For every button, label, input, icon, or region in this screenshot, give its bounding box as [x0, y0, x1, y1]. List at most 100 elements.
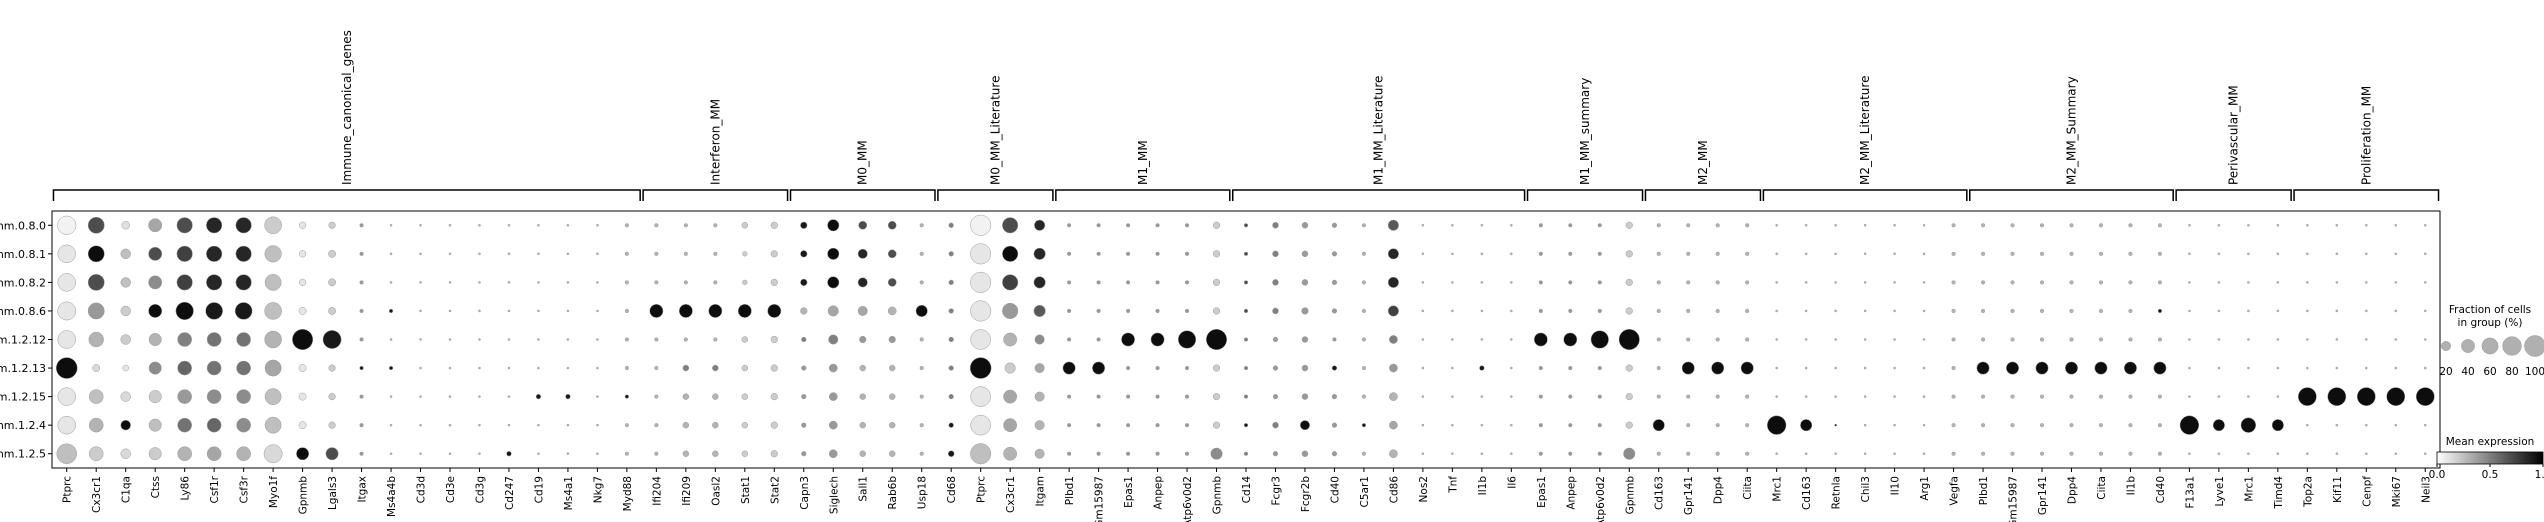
dot-Imm.0.8.6-Oasl2: [708, 304, 723, 318]
dot-Imm.0.8.2-Il1b: [2128, 280, 2133, 285]
dot-Imm.0.8.2-Fcgr2b: [1301, 279, 1309, 286]
dot-Imm.1.2.15-C5ar1: [1361, 394, 1366, 399]
column-label: Ciita: [1742, 476, 1754, 500]
dot-Imm.1.2.5-Il1b: [2128, 451, 2133, 456]
dot-Imm.1.2.12-Nkg7: [596, 338, 599, 341]
dot-Imm.0.8.0-Cd40: [2157, 223, 2162, 228]
dot-Imm.0.8.6-Cd86: [1387, 305, 1399, 317]
dot-Imm.0.8.6-Kif11: [2335, 309, 2339, 313]
dot-Imm.1.2.15-C1qa: [120, 391, 131, 402]
dot-Imm.1.2.5-Cd163: [1656, 451, 1661, 456]
dot-Imm.1.2.4-Oasl2: [712, 421, 719, 429]
dot-Imm.0.8.1-Cx3cr1: [1002, 245, 1019, 262]
dot-Imm.0.8.6-Stat1: [737, 304, 752, 318]
column-label: Neil3: [2420, 476, 2432, 503]
column-label: Stat2: [769, 476, 781, 504]
dot-Imm.0.8.0-Gpnmb: [299, 221, 307, 229]
dot-Imm.1.2.13-Nos2: [1421, 366, 1425, 370]
dot-Imm.0.8.6-Myd88: [624, 308, 629, 314]
dot-Imm.1.2.13-Cd163: [1804, 366, 1808, 370]
column-label: C1qa: [121, 476, 133, 503]
dot-Imm.0.8.2-Chil3: [1863, 281, 1867, 284]
dot-Imm.1.2.5-Ptprc: [970, 443, 992, 465]
dot-Imm.0.8.2-Anpep: [1155, 280, 1160, 285]
dot-Imm.1.2.4-Csf1r: [206, 417, 222, 433]
size-legend-dot: [2524, 335, 2544, 357]
dot-Imm.1.2.4-Cenpf: [2364, 423, 2368, 427]
dot-Imm.0.8.6-F13a1: [2188, 309, 2191, 313]
dot-Imm.1.2.5-Gpnmb: [1210, 447, 1223, 460]
dot-Imm.0.8.1-Ctss: [148, 246, 163, 261]
dot-Imm.0.8.6-Epas1: [1126, 308, 1131, 314]
dot-Imm.1.2.15-Lyve1: [2217, 395, 2221, 398]
column-label: Rab6b: [887, 476, 899, 510]
dot-Imm.0.8.0-Ciita: [1745, 223, 1750, 228]
dot-Imm.0.8.1-Epas1: [1126, 251, 1131, 256]
column-label: Mrc1: [2243, 476, 2255, 502]
dot-Imm.1.2.13-Cx3cr1: [1004, 362, 1016, 374]
dot-Imm.0.8.6-Tnf: [1451, 309, 1454, 313]
dot-Imm.1.2.13-Ctss: [148, 361, 162, 375]
dot-Imm.1.2.12-Ciita: [1745, 337, 1750, 342]
dot-Imm.0.8.2-Cd40: [2157, 280, 2162, 285]
dot-Imm.1.2.15-Gpnmb: [298, 392, 307, 401]
dot-Imm.1.2.4-Timd4: [2271, 419, 2284, 432]
dot-Imm.0.8.1-Top2a: [2306, 252, 2309, 256]
row-label: Imm.1.2.4: [0, 419, 46, 432]
dot-Imm.1.2.13-Arg1: [1922, 366, 1926, 370]
dot-Imm.1.2.13-Cd40: [1331, 365, 1338, 371]
dot-Imm.0.8.1-Tnf: [1451, 252, 1454, 256]
group-label: Immune_canonical_genes: [340, 30, 354, 185]
dot-Imm.1.2.15-Neil3: [2415, 387, 2435, 406]
dot-Imm.0.8.2-Itgax: [359, 280, 364, 285]
dot-Imm.1.2.15-Csf3r: [236, 389, 251, 404]
dot-Imm.1.2.13-Ciita: [2094, 361, 2108, 375]
dot-Imm.1.2.4-Cd163: [1652, 419, 1665, 432]
dot-Imm.1.2.15-Nos2: [1421, 395, 1425, 398]
size-legend-label: 40: [2461, 366, 2474, 378]
dot-Imm.1.2.5-Cd86: [1389, 449, 1398, 459]
dot-Imm.1.2.4-Gpnmb: [1212, 421, 1221, 429]
dot-Imm.1.2.5-Rab6b: [889, 450, 896, 457]
dot-Imm.1.2.15-Cd163: [1656, 394, 1661, 399]
dot-Imm.0.8.1-Mrc1: [1775, 252, 1778, 256]
column-label: Sall1: [858, 476, 870, 502]
dot-Imm.1.2.13-Ifi209: [682, 364, 690, 372]
dot-Imm.0.8.0-Epas1: [1538, 223, 1543, 228]
dot-Imm.0.8.2-Top2a: [2306, 281, 2309, 284]
dot-Imm.0.8.2-Plbd1: [1067, 280, 1072, 285]
dot-Imm.1.2.4-Epas1: [1126, 423, 1131, 428]
dot-Imm.0.8.2-Csf3r: [235, 274, 252, 291]
dot-Imm.1.2.5-Chil3: [1863, 452, 1867, 456]
dot-Imm.0.8.6-Nkg7: [596, 309, 599, 313]
dot-Imm.0.8.6-Gpnmb: [298, 307, 307, 315]
dot-Imm.1.2.13-Cd68: [948, 365, 954, 371]
column-label: Epas1: [1536, 476, 1548, 508]
dot-Imm.1.2.5-Plbd1: [1980, 451, 1986, 456]
color-legend-tick-label: 0.0: [2429, 469, 2446, 481]
column-label: Il1b: [1477, 476, 1489, 496]
group-bracket: [1231, 189, 1526, 201]
column-label: Plbd1: [1064, 476, 1076, 505]
dot-Imm.1.2.12-Atp6v0d2: [1590, 330, 1609, 349]
dot-Imm.1.2.12-Lyve1: [2217, 338, 2221, 341]
dot-Imm.0.8.6-Top2a: [2306, 309, 2309, 313]
dot-Imm.0.8.1-Plbd1: [1980, 251, 1986, 256]
dot-Imm.1.2.15-Ctss: [148, 390, 162, 404]
group-bracket: [937, 189, 1054, 201]
dot-Imm.1.2.4-Myo1f: [264, 416, 282, 434]
dot-Imm.1.2.15-Ms4a4b: [389, 395, 393, 398]
dot-Imm.1.2.4-Siglech: [828, 420, 838, 430]
dot-Imm.1.2.13-Ifi204: [654, 365, 659, 371]
row-label: Imm.0.8.2: [0, 276, 46, 289]
dot-Imm.0.8.1-Anpep: [1155, 251, 1160, 256]
dot-Imm.1.2.12-Il1b: [1480, 338, 1484, 341]
column-label: Atp6v0d2: [1595, 476, 1607, 522]
dot-Imm.0.8.6-Csf1r: [205, 302, 223, 320]
dot-Imm.0.8.1-Ms4a4b: [389, 252, 393, 256]
column-label: F13a1: [2184, 476, 2196, 509]
dot-Imm.1.2.5-Ctss: [148, 447, 162, 461]
dot-Imm.1.2.13-Kif11: [2335, 366, 2339, 370]
dot-Imm.1.2.12-Gpnmb: [292, 329, 314, 350]
dot-Imm.1.2.15-F13a1: [2188, 395, 2191, 398]
